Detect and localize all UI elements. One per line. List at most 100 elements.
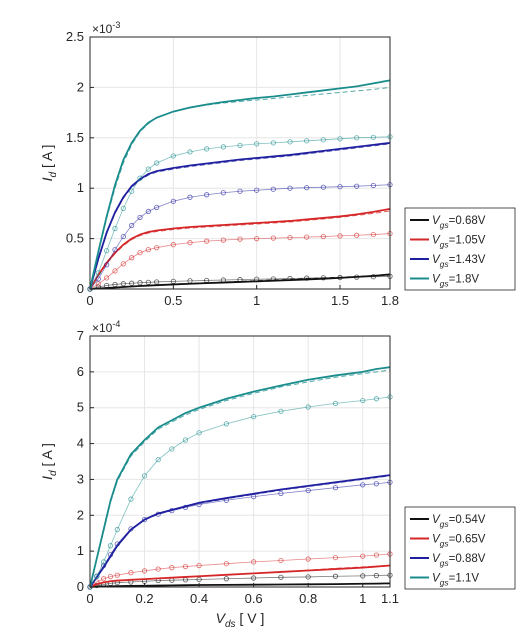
data-point bbox=[170, 198, 176, 204]
data-point bbox=[101, 559, 107, 565]
data-point bbox=[170, 242, 176, 248]
data-point bbox=[187, 149, 193, 155]
data-point bbox=[112, 225, 118, 232]
data-point bbox=[237, 236, 243, 242]
data-point bbox=[114, 527, 120, 533]
data-point bbox=[254, 141, 260, 147]
data-point bbox=[196, 562, 202, 569]
data-point bbox=[112, 268, 118, 274]
series-solid-line bbox=[89, 366, 391, 588]
data-point bbox=[354, 232, 360, 238]
legend-entry: Vgs=1.43V bbox=[432, 254, 486, 269]
x-tick-label: 0 bbox=[86, 293, 93, 308]
data-point bbox=[220, 144, 226, 150]
data-point bbox=[204, 192, 210, 198]
axes-box bbox=[89, 335, 391, 588]
data-point bbox=[94, 573, 100, 579]
chart-bottom: 0 0.2 0.4 0.6 0.8 1 1.1 0 1 2 3 4 5 6 7 ×10-4 Id [ A ] Vd… bbox=[39, 319, 516, 630]
data-point bbox=[95, 281, 101, 287]
data-point bbox=[204, 146, 210, 152]
data-point bbox=[169, 565, 175, 571]
series-marker-line bbox=[89, 574, 391, 588]
x-tick-label: 1.8 bbox=[381, 293, 399, 308]
data-point bbox=[270, 235, 276, 241]
x-tick-label: 0.4 bbox=[190, 591, 208, 606]
y-tick-label: 4 bbox=[77, 436, 84, 451]
data-point bbox=[170, 153, 176, 159]
series-solid-line bbox=[89, 273, 391, 290]
series-dashed-line bbox=[89, 369, 391, 588]
y-axis-label: Id [ A ] bbox=[39, 145, 59, 182]
series-solid-line bbox=[89, 564, 391, 588]
data-point bbox=[305, 556, 311, 562]
plot-area bbox=[90, 336, 390, 587]
data-point bbox=[278, 408, 284, 414]
data-point bbox=[332, 400, 339, 407]
series-dashed-line bbox=[89, 86, 391, 290]
data-point bbox=[129, 188, 135, 194]
data-point bbox=[287, 139, 293, 145]
data-point bbox=[196, 576, 202, 583]
y-tick-label: 2.5 bbox=[66, 29, 84, 44]
data-point bbox=[128, 496, 134, 502]
data-point bbox=[137, 214, 143, 221]
series-marker-line bbox=[89, 136, 391, 290]
y-tick-label: 7 bbox=[77, 328, 84, 343]
data-point bbox=[104, 262, 110, 268]
data-point bbox=[370, 134, 376, 140]
data-point bbox=[304, 185, 310, 191]
data-point bbox=[305, 487, 311, 494]
data-point bbox=[332, 554, 339, 561]
series-marker-line bbox=[89, 553, 391, 588]
data-point bbox=[204, 238, 210, 244]
data-point bbox=[370, 182, 376, 189]
data-point bbox=[270, 186, 276, 192]
legend: Vgs=0.68V Vgs=1.05V Vgs=1.43V Vgs=1.8V bbox=[404, 207, 516, 291]
y-tick-label: 2 bbox=[77, 79, 84, 94]
data-point bbox=[373, 396, 379, 402]
data-point bbox=[145, 279, 151, 285]
data-point bbox=[254, 236, 260, 242]
legend-box bbox=[404, 506, 516, 590]
data-point bbox=[304, 138, 310, 144]
data-point bbox=[154, 160, 160, 166]
y-tick-label: 0 bbox=[77, 281, 84, 296]
data-point bbox=[104, 275, 110, 281]
x-tick-label: 0 bbox=[86, 591, 93, 606]
y-tick-label: 1 bbox=[77, 180, 84, 195]
series-solid-line bbox=[89, 207, 391, 290]
data-point bbox=[187, 240, 193, 246]
data-point bbox=[305, 574, 311, 580]
x-tick-label: 1.5 bbox=[331, 293, 349, 308]
y-tick-label: 0.5 bbox=[66, 231, 84, 246]
data-point bbox=[354, 183, 360, 189]
data-point bbox=[107, 574, 114, 580]
x-tick-label: 0.6 bbox=[245, 591, 263, 606]
data-point bbox=[223, 561, 229, 567]
data-point bbox=[254, 187, 260, 193]
data-point bbox=[220, 237, 226, 243]
legend-entry: Vgs=0.65V bbox=[432, 534, 486, 549]
data-point bbox=[278, 574, 284, 580]
data-point bbox=[304, 234, 310, 240]
data-point bbox=[360, 553, 366, 559]
data-point bbox=[332, 485, 339, 491]
y-tick-label: 0 bbox=[77, 579, 84, 594]
axis-exponent: ×10-3 bbox=[92, 20, 120, 36]
data-point bbox=[137, 280, 143, 286]
data-point bbox=[154, 204, 160, 210]
data-point bbox=[373, 481, 379, 487]
x-tick-label: 0.5 bbox=[164, 293, 182, 308]
data-point bbox=[223, 576, 229, 582]
data-point bbox=[251, 575, 257, 581]
data-point bbox=[141, 568, 148, 574]
data-point bbox=[101, 576, 107, 582]
data-point bbox=[169, 446, 175, 452]
data-point bbox=[223, 421, 229, 427]
data-point bbox=[337, 184, 343, 190]
data-point bbox=[155, 457, 161, 463]
data-point bbox=[141, 473, 148, 479]
data-point bbox=[104, 248, 110, 254]
y-tick-label: 2 bbox=[77, 507, 84, 522]
data-point bbox=[337, 233, 343, 239]
